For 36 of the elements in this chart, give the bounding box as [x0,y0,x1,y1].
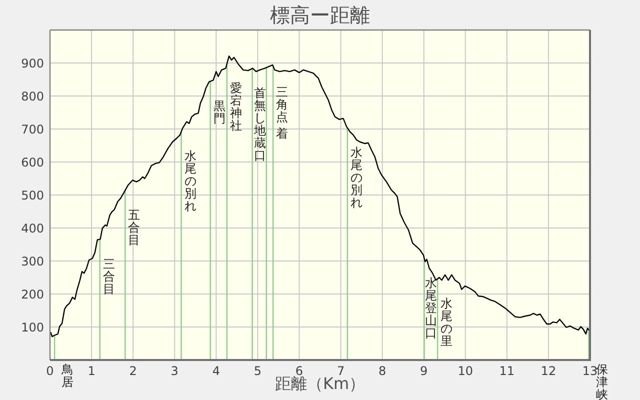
y-tick-label: 200 [21,288,44,302]
ref-line-label: 三合目 [102,256,115,296]
ref-line-label: 水尾登山口 [425,276,438,340]
ref-line-label: 水尾の里 [440,296,453,348]
ref-line-label: 首無し地蔵口 [252,86,266,162]
y-tick-label: 600 [21,156,44,170]
y-tick-label: 700 [21,122,44,136]
ref-line-label: 保津峡 [596,362,608,400]
ref-line-label: 着 [276,126,288,141]
y-tick-label: 300 [21,254,44,268]
x-tick-label: 2 [129,364,137,378]
ref-line-label: 鳥居 [60,362,74,389]
x-tick-label: 3 [170,364,178,378]
x-tick-label: 1 [88,364,96,378]
y-tick-label: 400 [21,222,44,236]
y-tick-label: 500 [21,188,44,202]
x-tick-label: 10 [458,364,474,378]
y-tick-label: 800 [21,90,44,104]
ref-line-label: 五合目 [128,208,140,247]
x-tick-label: 5 [254,364,262,378]
x-tick-label: 8 [378,364,386,378]
x-tick-label: 4 [212,364,220,378]
line-series [50,55,590,338]
x-tick-label: 13 [582,364,598,378]
x-tick-label: 0 [46,364,54,378]
x-tick-label: 12 [540,364,556,378]
y-tick-label: 100 [21,320,44,334]
ref-line-label: 三角点 [276,85,288,124]
chart-title: 標高ー距離 [270,3,370,27]
y-tick-label: 900 [21,56,44,70]
ref-line-label: 水尾の別れ [184,149,196,214]
ref-line-label: 黒門 [213,98,226,126]
ref-line-label: 水尾の別れ [350,145,362,210]
x-tick-label: 11 [499,364,515,378]
ref-line-label: 愛宕神社 [230,81,242,133]
x-tick-label: 9 [420,364,428,378]
